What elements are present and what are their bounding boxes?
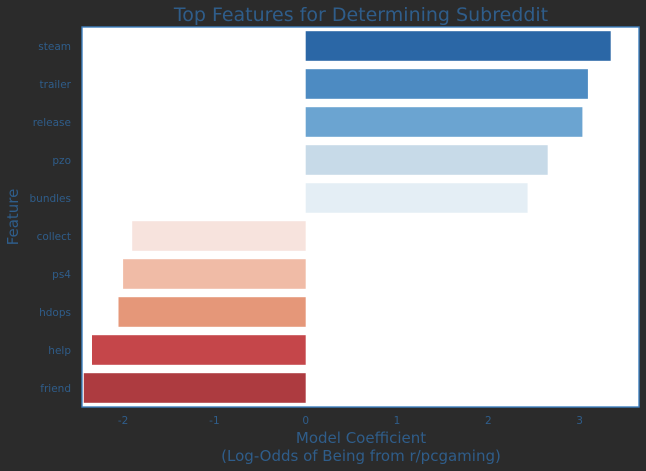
y-tick-label-ps4: ps4 [52,269,71,281]
bar-collect [132,221,306,251]
y-tick-label-bundles: bundles [30,193,72,205]
x-tick-label: 3 [576,415,583,427]
bar-trailer [305,69,588,99]
bar-steam [305,31,611,61]
bar-hdops [118,297,306,327]
y-tick-label-release: release [33,117,71,129]
y-tick-label-pzo: pzo [52,155,71,167]
x-tick-label: 1 [394,415,401,427]
chart-title: Top Features for Determining Subreddit [173,4,548,26]
x-axis-title: Model Coefficient [296,429,426,447]
y-axis-title: Feature [4,189,22,246]
y-tick-label-steam: steam [38,41,71,53]
y-tick-label-collect: collect [37,231,71,243]
bar-bundles [305,183,528,213]
y-tick-labels: steam trailer release pzo bundles collect ps4 h… [30,41,72,395]
bar-friend [83,373,306,403]
bar-ps4 [123,259,306,289]
y-tick-label-trailer: trailer [40,79,72,91]
y-tick-label-help: help [48,345,71,357]
bar-pzo [305,145,548,175]
x-axis-subtitle: (Log-Odds of Being from r/pcgaming) [221,447,501,465]
x-tick-label: -1 [209,415,219,427]
bar-release [305,107,583,137]
y-tick-label-hdops: hdops [39,307,71,319]
x-tick-label: 0 [302,415,309,427]
x-tick-label: -2 [118,415,128,427]
x-tick-label: 2 [485,415,492,427]
bar-help [92,335,306,365]
x-tick-labels: -2 -1 0 1 2 3 [118,415,583,427]
y-tick-label-friend: friend [40,383,71,395]
bars-layer [83,31,611,403]
